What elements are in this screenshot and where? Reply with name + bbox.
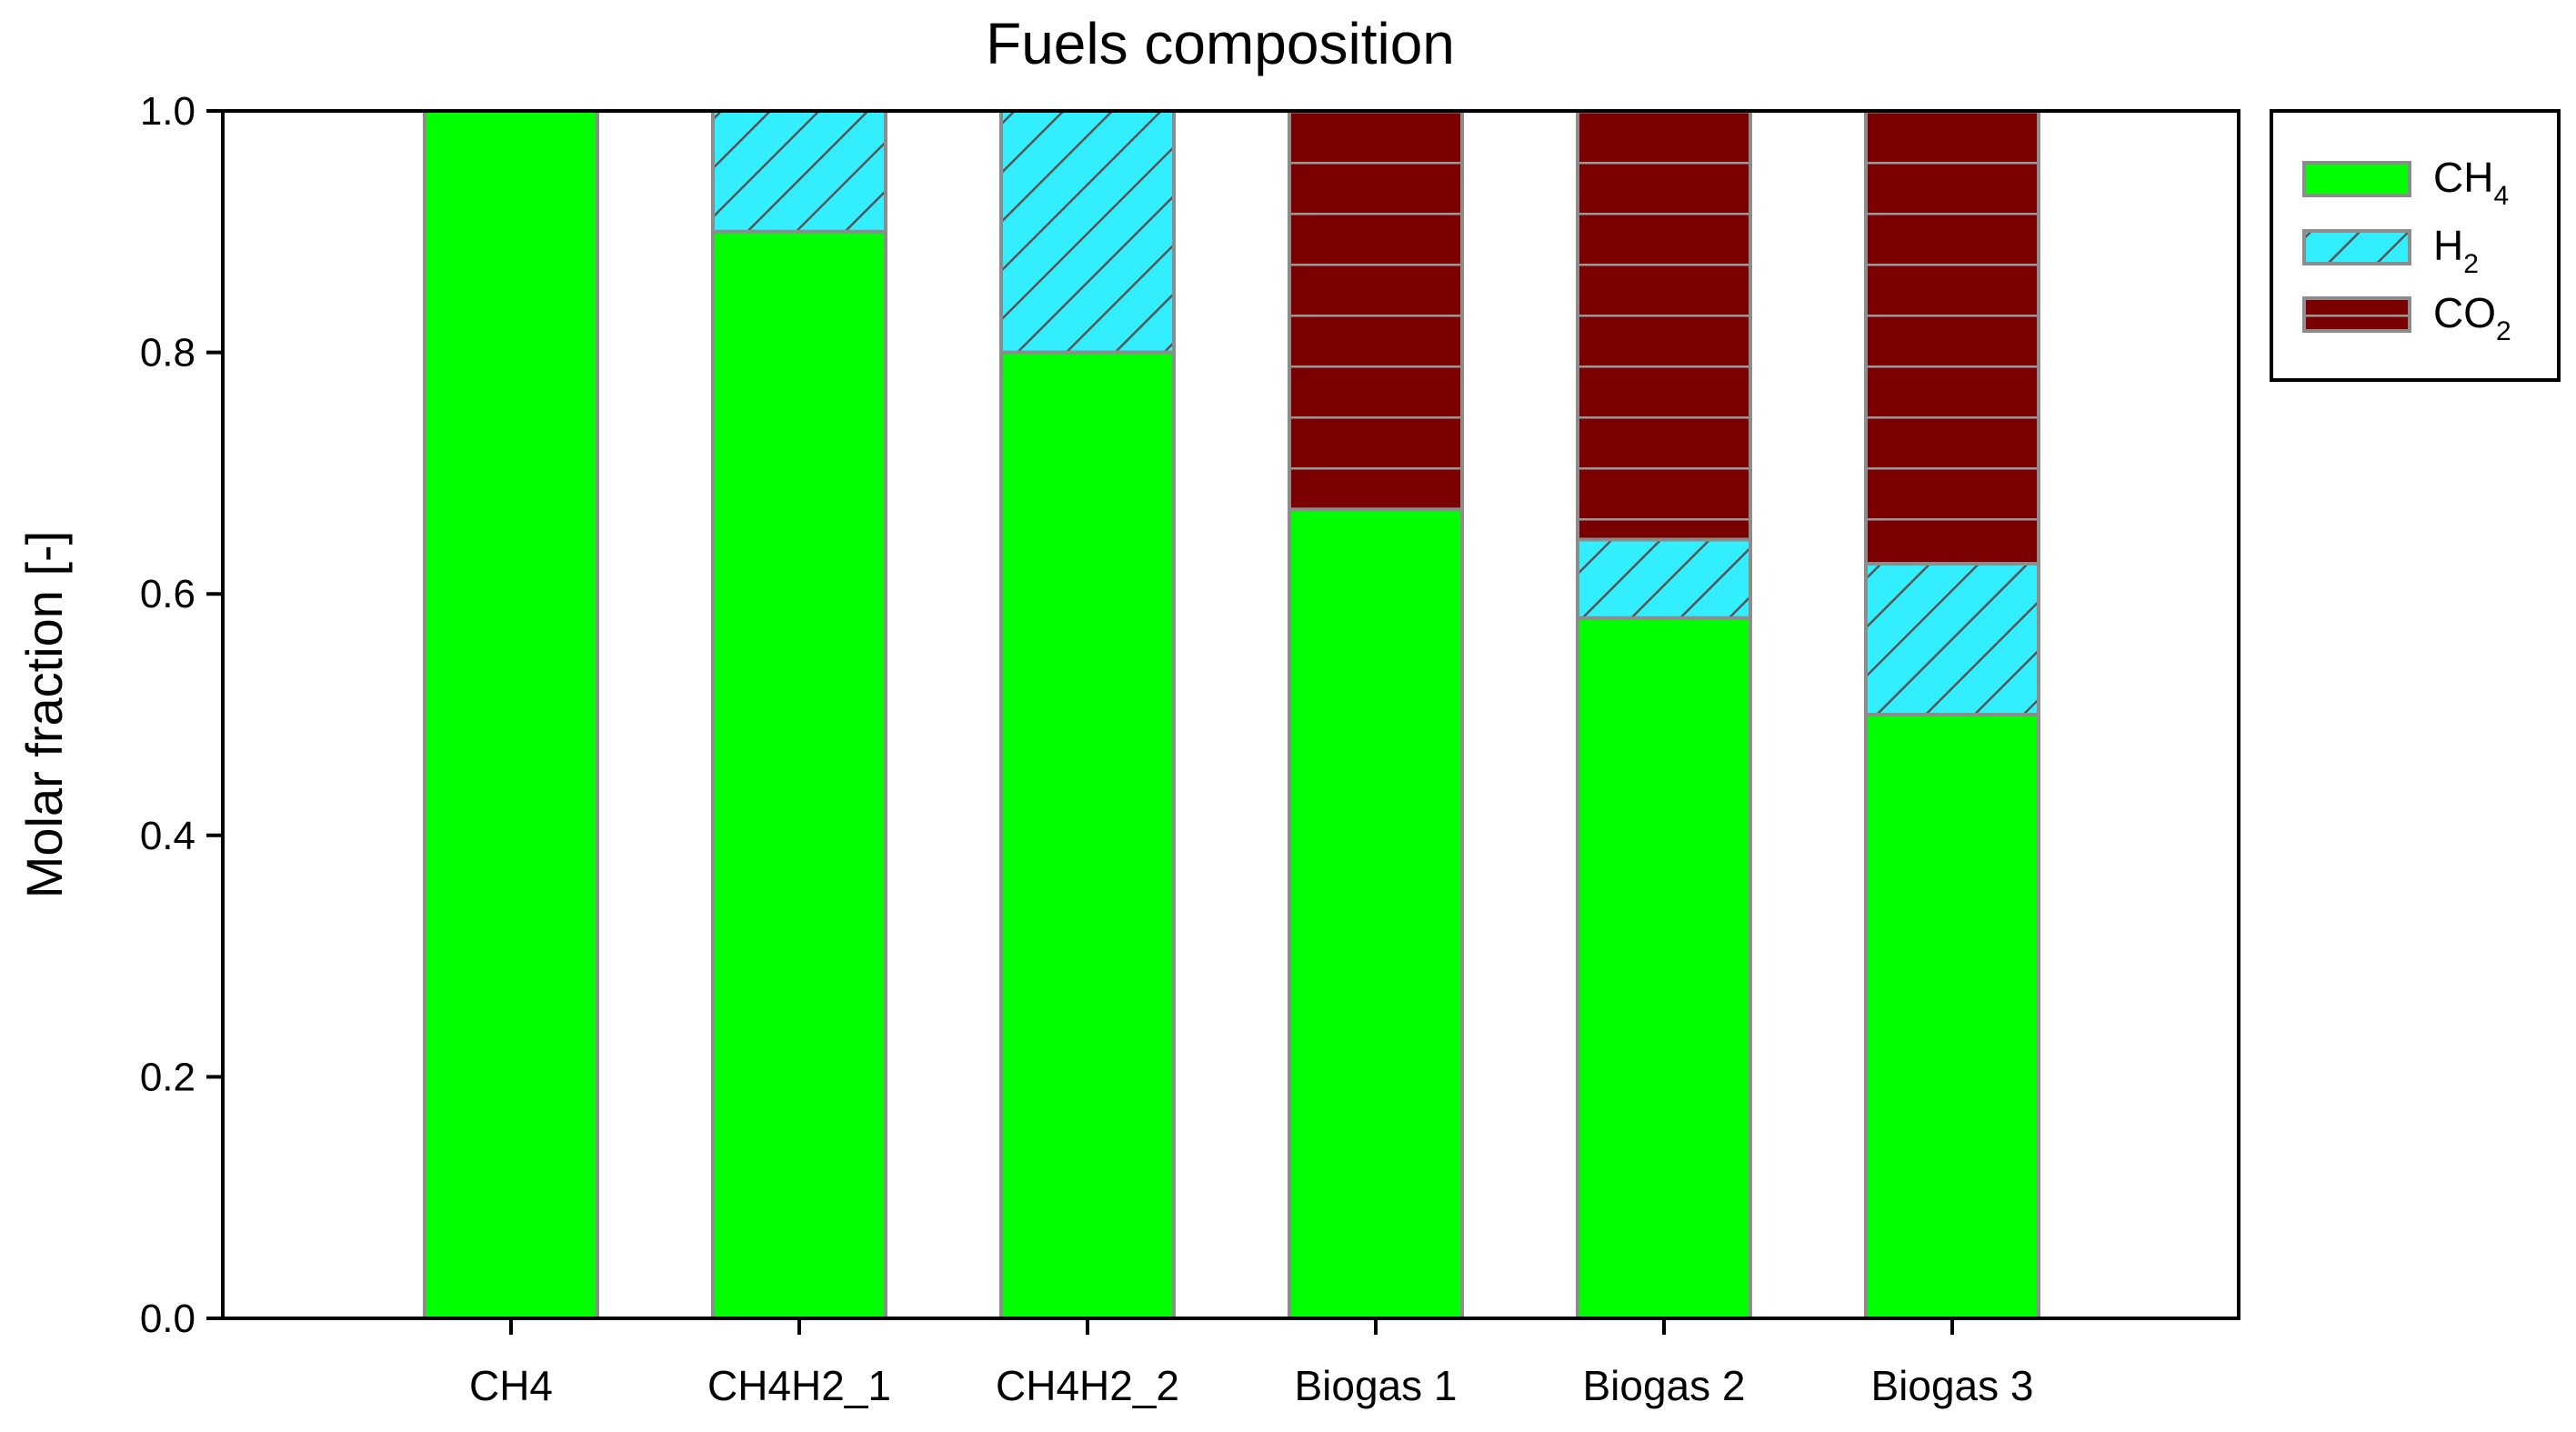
x-category-label: Biogas 2 (1582, 1362, 1745, 1409)
bar-h2-6 (1864, 562, 2040, 716)
legend-label-co2: CO2 (2433, 289, 2511, 346)
bar-ch4-6 (1864, 713, 2040, 1320)
legend-swatch-co2 (2302, 296, 2411, 333)
y-tick-label: 0.8 (140, 331, 195, 376)
bar-ch4-2 (711, 229, 887, 1320)
bar-h2-2 (711, 109, 887, 234)
x-category-label: Biogas 3 (1870, 1362, 2033, 1409)
legend-label-ch4: CH4 (2433, 154, 2509, 211)
y-tick-label: 1.0 (140, 89, 195, 134)
bar-ch4-1 (423, 109, 599, 1320)
legend-frame (2270, 109, 2561, 382)
y-tick-label: 0.2 (140, 1055, 195, 1099)
bar-co2-6 (1864, 109, 2040, 566)
bar-h2-5 (1576, 537, 1752, 620)
y-axis-label: Molar fraction [-] (15, 531, 73, 899)
bar-ch4-5 (1576, 616, 1752, 1320)
y-tick-label: 0.0 (140, 1297, 195, 1341)
y-tick-label: 0.4 (140, 814, 195, 858)
legend: CH4 H2 CO2 (2270, 109, 2561, 382)
legend-label-h2: H2 (2433, 222, 2479, 279)
axes-group: 0.0 0.2 0.4 0.6 0.8 1.0 CH4 CH4H2_1 CH4H2_2 Bioga… (140, 89, 2240, 1409)
plot-frame (221, 109, 2240, 1320)
legend-swatch-h2 (2302, 229, 2411, 265)
legend-swatch-ch4 (2302, 161, 2411, 197)
bar-ch4-4 (1288, 507, 1464, 1320)
chart-title: Fuels composition (986, 11, 1455, 76)
bar-h2-3 (999, 109, 1176, 355)
x-category-label: CH4H2_2 (996, 1362, 1179, 1409)
bar-co2-4 (1288, 109, 1464, 512)
bar-co2-5 (1576, 109, 1752, 542)
bar-ch4-3 (999, 350, 1176, 1321)
bars-group (423, 109, 2040, 1321)
x-category-label: CH4 (469, 1362, 553, 1409)
x-category-label: Biogas 1 (1294, 1362, 1457, 1409)
x-category-label: CH4H2_1 (707, 1362, 891, 1409)
y-tick-label: 0.6 (140, 572, 195, 616)
